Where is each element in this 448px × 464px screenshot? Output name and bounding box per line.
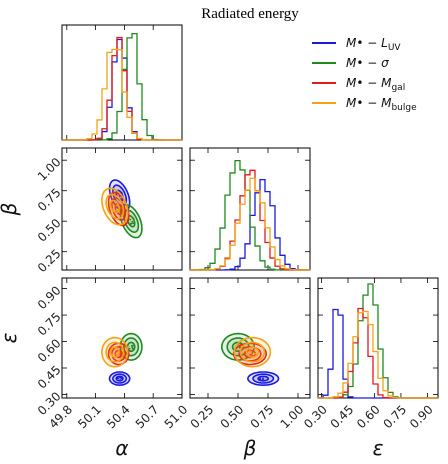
histogram-β-0 <box>190 178 311 271</box>
sample-point <box>112 203 115 206</box>
sample-point <box>129 218 132 221</box>
sample-point <box>255 354 257 357</box>
legend-label-2: M• − Mgal <box>346 76 405 93</box>
y-axis-label-2: ε <box>0 332 21 343</box>
sample-point <box>132 217 135 220</box>
sample-point <box>116 348 119 351</box>
panel-frame-1-0 <box>61 147 183 271</box>
sample-point <box>119 379 122 381</box>
contour-0-1 <box>112 373 128 384</box>
sample-point <box>239 342 242 345</box>
y-tick-label: 0.25 <box>35 246 64 275</box>
sample-point <box>111 347 114 350</box>
x-tick-label: 51.0 <box>162 402 191 431</box>
x-tick-label: 50.4 <box>104 402 133 431</box>
y-tick-label: 0.45 <box>35 363 64 392</box>
sample-point <box>132 349 135 351</box>
sample-point <box>119 376 122 379</box>
sample-point <box>238 346 241 349</box>
y-axis-label-1: β <box>0 202 21 216</box>
sample-point <box>115 353 118 356</box>
legend-label-1: M• − σ <box>346 56 389 70</box>
x-axis-label-1: β <box>243 436 257 460</box>
contour-3-1 <box>239 341 266 363</box>
y-tick-label: 0.50 <box>35 216 64 245</box>
sample-point <box>119 354 122 357</box>
sample-point <box>245 355 248 358</box>
y-tick-label: 0.75 <box>35 185 64 214</box>
x-tick-label: 50.1 <box>75 402 104 431</box>
sample-point <box>111 209 114 212</box>
sample-point <box>246 348 249 351</box>
legend-label-3: M• − Mbulge <box>346 96 417 113</box>
x-tick-label: 0.60 <box>354 402 383 431</box>
histogram-ε-3 <box>317 310 438 399</box>
sample-point <box>128 347 131 350</box>
chart-title: Radiated energy <box>201 6 299 22</box>
sample-point <box>131 344 134 347</box>
sample-point <box>116 204 118 207</box>
sample-point <box>110 353 113 355</box>
sample-point <box>131 220 134 223</box>
x-tick-label: 0.25 <box>188 402 217 431</box>
y-tick-label: 0.90 <box>35 283 64 312</box>
x-tick-label: 0.90 <box>407 402 436 431</box>
x-tick-label: 0.50 <box>218 402 247 431</box>
sample-point <box>115 209 118 212</box>
x-axis-label-0: α <box>115 436 128 460</box>
contour-3-1 <box>105 341 125 363</box>
sample-point <box>247 354 250 357</box>
sample-point <box>120 192 123 194</box>
x-tick-label: 50.7 <box>133 402 162 431</box>
sample-point <box>248 350 251 352</box>
y-tick-label: 0.60 <box>35 336 64 365</box>
legend-label-0: M• − LUV <box>346 36 401 53</box>
contour-3-0 <box>100 187 129 226</box>
sample-point <box>117 354 119 357</box>
x-tick-label: 0.45 <box>328 402 357 431</box>
histogram-α-3 <box>62 48 182 141</box>
x-tick-label: 0.75 <box>380 402 409 431</box>
sample-point <box>120 197 123 200</box>
sample-point <box>262 378 264 381</box>
y-tick-label: 0.75 <box>35 310 64 339</box>
sample-point <box>117 377 120 380</box>
sample-point <box>119 211 122 214</box>
histogram-ε-1 <box>318 283 438 399</box>
sample-point <box>254 352 256 355</box>
legend: M• − LUV M• − σ M• − Mgal M• − Mbulge <box>312 36 417 113</box>
panel-frame-2-1 <box>189 277 311 399</box>
sample-point <box>258 377 261 380</box>
panel-frame-0-0 <box>61 24 183 141</box>
histogram-β-1 <box>189 159 310 271</box>
histogram-β-3 <box>190 177 311 271</box>
x-tick-label: 1.00 <box>278 402 307 431</box>
sample-point <box>132 222 135 225</box>
sample-point <box>131 346 134 349</box>
sample-point <box>119 353 122 356</box>
sample-point <box>117 352 119 355</box>
x-axis-label-2: ε <box>373 436 384 460</box>
x-tick-label: 0.75 <box>248 402 277 431</box>
sample-point <box>250 352 252 355</box>
sample-point <box>121 377 123 380</box>
panel-frame-2-0 <box>61 277 183 399</box>
sample-point <box>258 379 261 382</box>
panel-frame-1-1 <box>189 147 311 271</box>
contour-3-1 <box>105 193 125 220</box>
sample-point <box>130 222 133 225</box>
y-tick-label: 1.00 <box>35 155 64 184</box>
x-tick-label: 0.30 <box>301 402 330 431</box>
